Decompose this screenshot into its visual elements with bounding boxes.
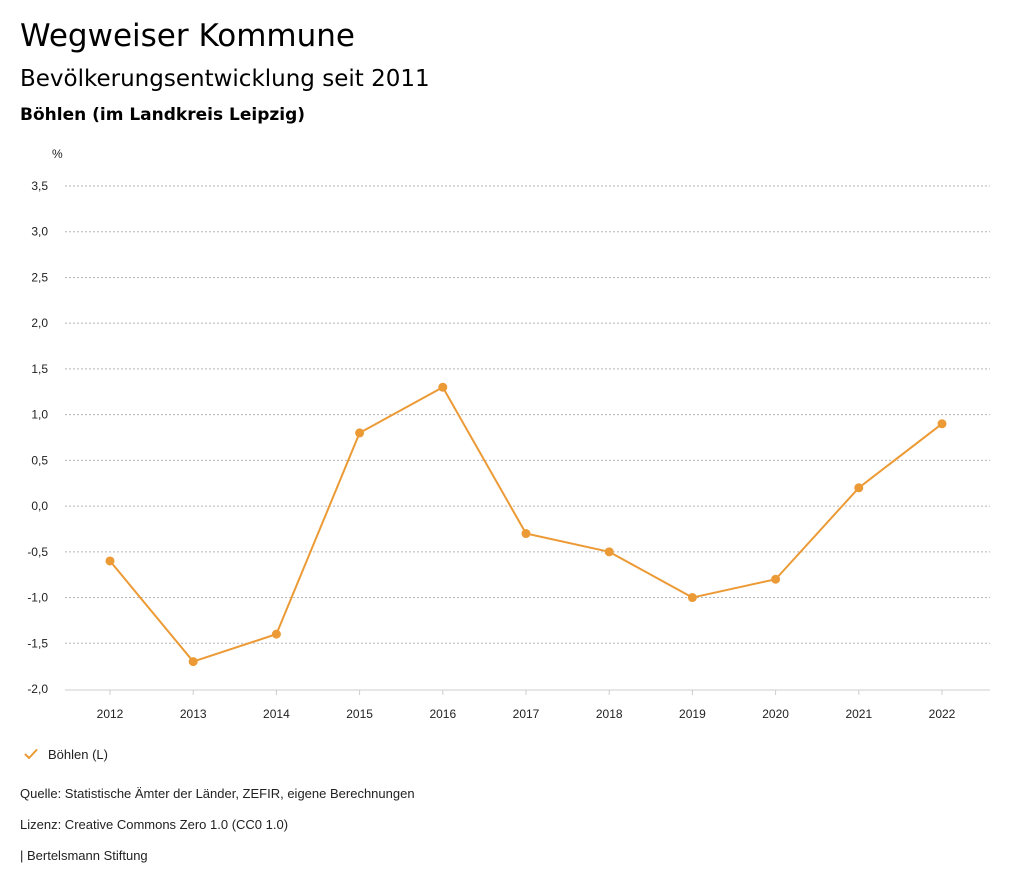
x-tick-label: 2013 bbox=[180, 707, 207, 721]
x-tick-label: 2020 bbox=[762, 707, 789, 721]
y-tick-labels: -2,0 -1,5 -1,0 -0,5 0,0 0,5 1,0 1,5 2,0 2,5 3,0 3,5 bbox=[27, 179, 48, 696]
legend-item[interactable]: Böhlen (L) bbox=[24, 743, 108, 765]
check-icon bbox=[24, 749, 38, 759]
y-tick-label: 2,5 bbox=[31, 270, 48, 284]
y-tick-label: -2,0 bbox=[27, 682, 48, 696]
y-tick-label: 0,5 bbox=[31, 453, 48, 467]
series bbox=[105, 382, 947, 667]
y-tick-label: -0,5 bbox=[27, 545, 48, 559]
x-tick-label: 2018 bbox=[596, 707, 623, 721]
region-label: Böhlen (im Landkreis Leipzig) bbox=[20, 105, 306, 125]
y-tick-label: 3,5 bbox=[31, 179, 48, 193]
grid-lines bbox=[65, 185, 990, 644]
y-tick-label: 3,0 bbox=[31, 225, 48, 239]
publisher-note: | Bertelsmann Stiftung bbox=[20, 848, 148, 863]
x-tick-label: 2016 bbox=[429, 707, 456, 721]
x-tick-label: 2021 bbox=[845, 707, 872, 721]
x-tick-label: 2012 bbox=[97, 707, 124, 721]
x-tick-labels: 2012 2013 2014 2015 2016 2017 2018 2019 2020 2021… bbox=[97, 690, 956, 721]
data-point bbox=[854, 483, 864, 493]
x-tick-label: 2019 bbox=[679, 707, 706, 721]
data-point bbox=[188, 657, 198, 667]
y-axis-unit-label: % bbox=[52, 147, 63, 161]
data-point bbox=[105, 556, 115, 566]
data-point bbox=[771, 574, 781, 584]
y-tick-label: 1,0 bbox=[31, 408, 48, 422]
x-tick-label: 2014 bbox=[263, 707, 290, 721]
y-tick-label: -1,0 bbox=[27, 591, 48, 605]
y-tick-label: 1,5 bbox=[31, 362, 48, 376]
x-tick-label: 2022 bbox=[929, 707, 956, 721]
data-point bbox=[438, 382, 448, 392]
data-point bbox=[604, 547, 614, 557]
data-point bbox=[271, 629, 281, 639]
legend-label: Böhlen (L) bbox=[48, 746, 108, 762]
line-chart: % -2,0 -1,5 -1,0 -0,5 0,0 0,5 1,0 1,5 2,0 2,5 3,0 3… bbox=[27, 147, 990, 721]
chart-subtitle: Bevölkerungsentwicklung seit 2011 bbox=[20, 66, 430, 92]
license-note: Lizenz: Creative Commons Zero 1.0 (CC0 1… bbox=[20, 817, 289, 832]
y-tick-label: 0,0 bbox=[31, 499, 48, 513]
y-tick-label: -1,5 bbox=[27, 636, 48, 650]
x-tick-label: 2015 bbox=[346, 707, 373, 721]
x-tick-label: 2017 bbox=[513, 707, 540, 721]
source-note: Quelle: Statistische Ämter der Länder, Z… bbox=[20, 786, 415, 801]
page-title: Wegweiser Kommune bbox=[20, 18, 355, 54]
y-tick-label: 2,0 bbox=[31, 316, 48, 330]
data-point bbox=[355, 428, 365, 438]
series-line bbox=[109, 386, 943, 663]
data-point bbox=[521, 529, 531, 539]
data-point bbox=[937, 419, 947, 429]
data-point bbox=[687, 593, 697, 603]
axes: % bbox=[52, 147, 990, 691]
